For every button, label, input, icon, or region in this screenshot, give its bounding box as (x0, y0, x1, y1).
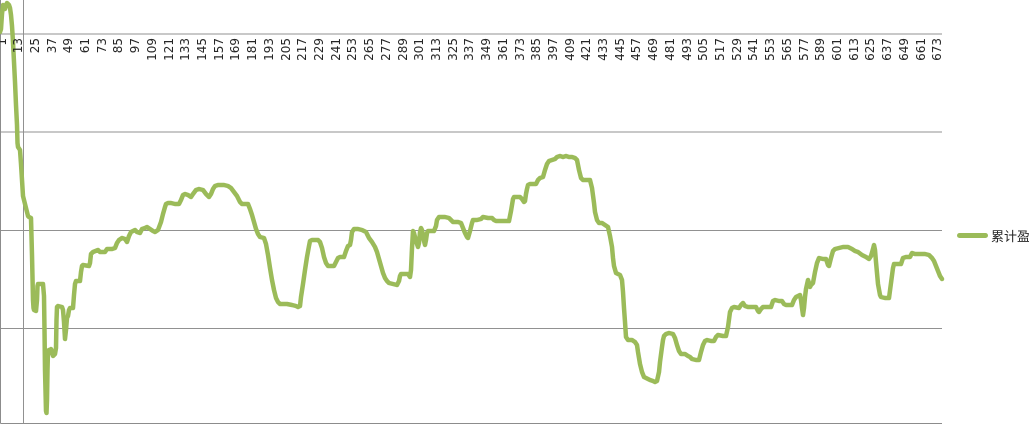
x-axis-tick-label: 505 (696, 38, 711, 61)
legend-marker (957, 233, 988, 238)
x-axis-tick-label: 109 (144, 38, 159, 61)
x-axis-tick-label: 601 (830, 38, 844, 61)
x-axis-tick-label: 337 (462, 38, 477, 61)
x-axis-tick-label: 517 (713, 38, 728, 61)
x-axis-tick-label: 73 (94, 38, 109, 54)
x-axis-tick-label: 661 (913, 38, 928, 61)
series-line (0, 0, 945, 416)
x-axis-tick-label: 37 (44, 38, 59, 54)
x-axis-tick-label: 277 (378, 38, 393, 61)
x-axis-tick-label: 385 (529, 38, 544, 61)
x-axis-tick-label: 121 (161, 38, 176, 61)
x-axis-tick-label: 421 (579, 38, 594, 61)
x-axis-tick-label: 133 (178, 38, 193, 61)
x-axis-tick-label: 85 (111, 38, 126, 54)
x-axis-tick-label: 409 (562, 38, 577, 61)
x-axis-tick-label: 361 (495, 38, 510, 61)
x-axis-tick-label: 205 (278, 38, 293, 61)
legend-label: 累计盈 (991, 230, 1029, 245)
x-axis-tick-label: 301 (412, 38, 427, 61)
x-axis-tick-label: 349 (479, 38, 494, 61)
x-axis-tick-label: 481 (662, 38, 677, 61)
x-axis-tick-label: 433 (596, 38, 611, 61)
x-axis-tick-label: 565 (779, 38, 794, 61)
x-axis-tick-label: 97 (128, 38, 143, 54)
x-axis-tick-label: 25 (27, 38, 42, 54)
x-axis-tick-label: 373 (512, 38, 527, 61)
x-axis-tick-label: 589 (813, 38, 828, 61)
x-axis-tick-label: 289 (395, 38, 410, 61)
x-axis-tick-label: 493 (679, 38, 694, 61)
x-axis-tick-label: 241 (328, 38, 343, 61)
x-axis-tick-label: 313 (428, 38, 443, 61)
x-axis-tick-label: 229 (311, 38, 326, 61)
x-axis-tick-label: 49 (61, 38, 76, 54)
x-axis-tick-label: 217 (295, 38, 310, 61)
x-axis-tick-label: 145 (195, 38, 210, 61)
x-axis-tick-label: 553 (763, 38, 778, 61)
x-axis-tick-label: 397 (545, 38, 560, 61)
x-axis-tick-label: 265 (362, 38, 377, 61)
x-axis-tick-label: 445 (612, 38, 627, 61)
x-axis-tick-label: 181 (245, 38, 260, 61)
x-axis-tick-label: 625 (863, 38, 878, 61)
x-axis-tick-label: 169 (228, 38, 243, 61)
x-axis-tick-label: 157 (211, 38, 226, 61)
x-axis-tick-label: 541 (746, 38, 761, 61)
legend: 累计盈 (957, 226, 1029, 245)
x-axis-tick-label: 193 (261, 38, 276, 61)
x-axis-tick-label: 457 (629, 38, 644, 61)
x-axis-tick-label: 529 (729, 38, 744, 61)
x-axis-tick-label: 673 (930, 38, 945, 61)
x-axis-tick-label: 253 (345, 38, 360, 61)
x-axis-tick-label: 13 (11, 38, 26, 54)
x-axis-tick-label: 1 (0, 38, 9, 46)
x-axis-tick-label: 613 (846, 38, 861, 61)
x-axis-tick-label: 469 (646, 38, 661, 61)
x-axis-tick-label: 577 (796, 38, 811, 61)
x-axis-tick-label: 637 (880, 38, 895, 61)
x-axis-tick-label: 649 (896, 38, 911, 61)
gridlines (0, 0, 942, 424)
x-axis-tick-label: 325 (445, 38, 460, 61)
x-axis-tick-label: 61 (78, 38, 93, 54)
